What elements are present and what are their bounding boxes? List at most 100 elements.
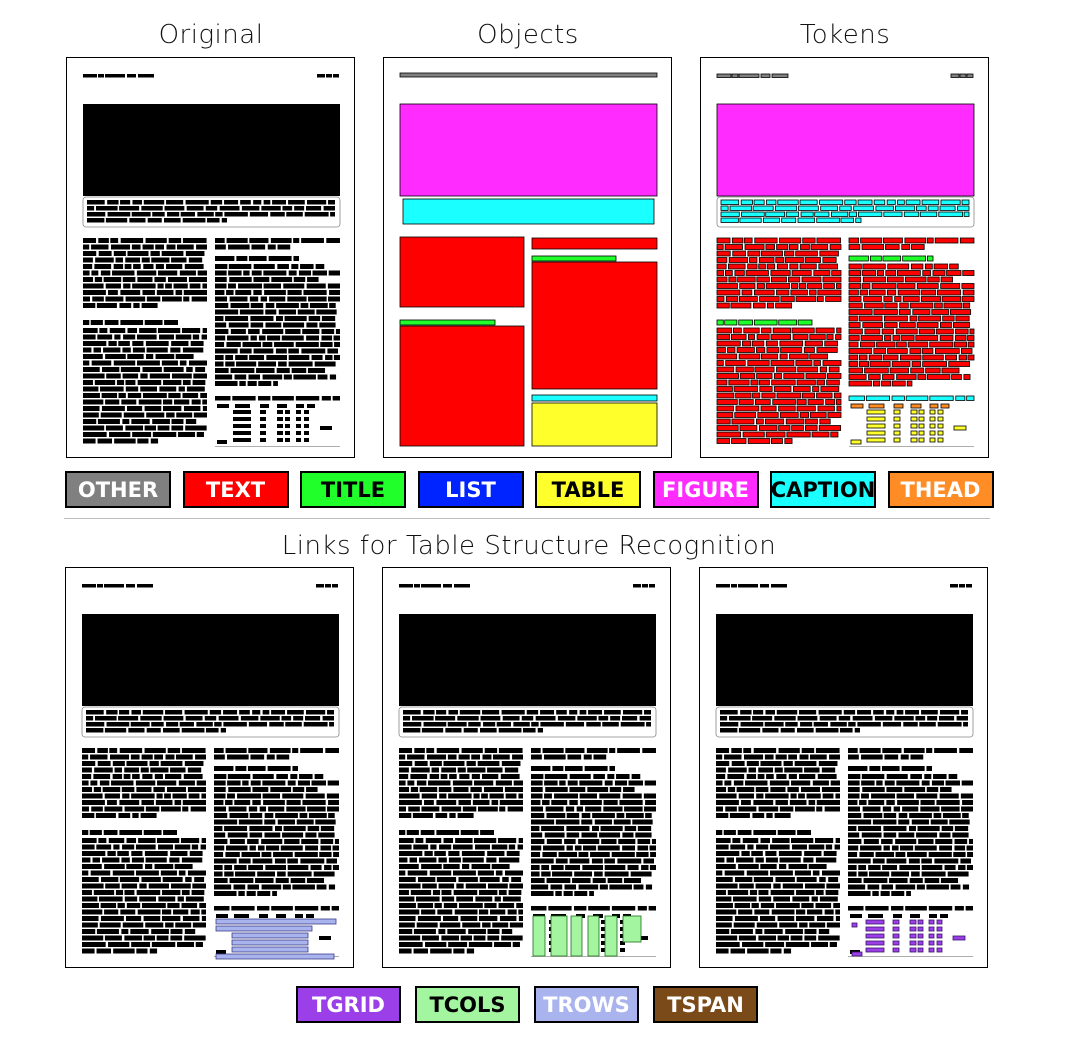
text-token xyxy=(224,865,233,870)
text-token xyxy=(83,328,98,333)
text-token xyxy=(785,942,810,947)
text-token xyxy=(320,845,332,851)
text-token xyxy=(716,431,742,438)
text-token xyxy=(716,250,731,257)
text-token xyxy=(911,819,929,825)
text-token xyxy=(814,838,834,843)
text-token xyxy=(107,800,117,805)
text-token xyxy=(472,800,490,805)
text-token xyxy=(880,891,890,896)
title-token xyxy=(90,320,103,325)
text-token xyxy=(611,852,635,857)
text-token xyxy=(475,896,493,902)
text-token xyxy=(251,244,266,250)
text-token xyxy=(574,845,582,851)
text-token xyxy=(810,244,829,250)
text-token xyxy=(747,360,770,366)
text-token xyxy=(604,871,629,877)
text-token xyxy=(826,922,840,928)
text-token xyxy=(248,329,260,334)
text-token xyxy=(765,244,775,250)
text-token xyxy=(921,858,932,864)
caption-token xyxy=(621,716,638,721)
text-token xyxy=(177,942,195,947)
text-token xyxy=(716,787,727,792)
text-token xyxy=(784,767,803,773)
text-token xyxy=(261,884,282,890)
text-token xyxy=(898,309,911,315)
text-token xyxy=(181,857,203,863)
text-token xyxy=(848,309,873,315)
text-token xyxy=(184,761,204,766)
table-row-link xyxy=(231,939,309,946)
text-token xyxy=(770,787,786,792)
text-token xyxy=(632,819,653,825)
text-token xyxy=(808,800,816,805)
table-grid-cell xyxy=(909,933,917,939)
table-header-token xyxy=(295,914,303,918)
caption-token xyxy=(882,722,902,727)
text-token xyxy=(113,251,126,256)
text-token xyxy=(739,296,758,302)
text-token xyxy=(306,787,318,792)
text-token xyxy=(760,353,779,360)
text-token xyxy=(816,916,834,921)
text-token xyxy=(607,878,623,883)
text-token xyxy=(778,851,802,856)
text-token xyxy=(756,793,764,799)
text-token xyxy=(716,844,729,850)
table-cell-token xyxy=(918,430,925,436)
text-token xyxy=(114,438,136,444)
text-token xyxy=(848,858,871,864)
text-token xyxy=(99,328,108,333)
text-token xyxy=(552,871,573,877)
text-token xyxy=(83,386,99,392)
legend-table: TABLE xyxy=(535,471,641,508)
text-token xyxy=(770,270,791,276)
text-token xyxy=(815,857,837,863)
caption-token xyxy=(894,205,916,211)
text-token xyxy=(770,870,793,876)
text-token xyxy=(822,257,837,263)
text-token xyxy=(251,270,262,276)
text-token xyxy=(83,393,100,398)
text-token xyxy=(461,851,485,856)
text-token xyxy=(645,884,653,890)
text-token xyxy=(909,878,923,883)
text-token xyxy=(622,832,634,838)
text-token xyxy=(754,399,771,405)
text-token xyxy=(752,813,765,818)
text-token xyxy=(716,257,728,263)
text-token xyxy=(566,845,573,851)
text-token xyxy=(555,891,562,896)
text-token xyxy=(399,748,413,753)
text-token xyxy=(109,748,118,753)
text-token xyxy=(82,800,105,805)
table-header-token xyxy=(868,403,885,409)
text-token xyxy=(962,884,970,890)
text-token xyxy=(716,340,741,347)
text-token xyxy=(512,942,520,947)
text-token xyxy=(716,270,724,276)
title-token xyxy=(724,319,738,326)
page-rows-render xyxy=(81,584,340,960)
text-token xyxy=(887,276,904,283)
text-token xyxy=(104,793,120,799)
caption-token xyxy=(557,716,576,721)
text-token xyxy=(479,890,498,895)
table-header-token xyxy=(868,914,883,918)
text-token xyxy=(755,787,769,792)
text-token xyxy=(730,334,747,340)
text-token xyxy=(751,903,759,908)
table-grid-cell xyxy=(936,940,943,946)
text-token xyxy=(882,748,902,753)
text-token xyxy=(124,896,138,902)
text-token xyxy=(884,302,898,309)
caption-token xyxy=(848,722,856,727)
text-token xyxy=(779,864,787,869)
text-token xyxy=(452,780,473,786)
text-token xyxy=(281,335,304,341)
text-token xyxy=(531,852,541,857)
text-token xyxy=(578,884,599,890)
text-token xyxy=(564,884,577,890)
